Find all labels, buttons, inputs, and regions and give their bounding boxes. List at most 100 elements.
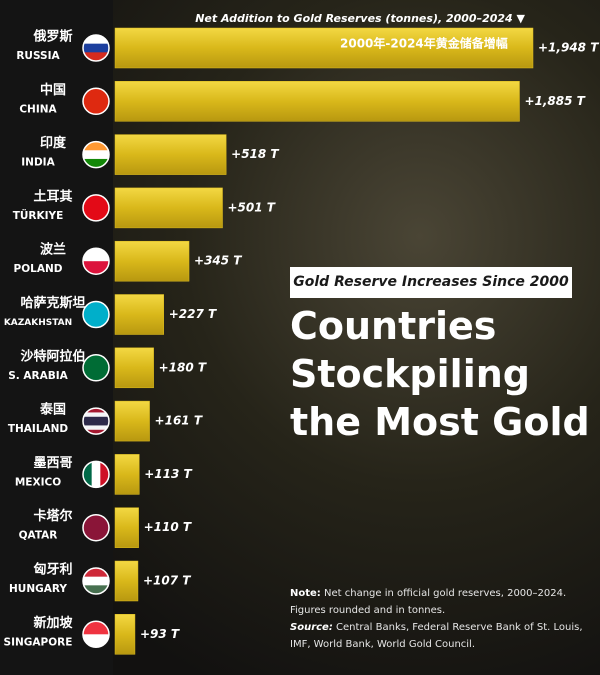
label-en: HUNGARY [9,583,67,595]
flag [82,620,110,649]
subtitle: Gold Reserve Increases Since 2000 [290,267,572,298]
flag-stripe [83,416,109,422]
label-en: RUSSIA [16,50,60,62]
value-label: +227 T [169,307,217,321]
flag-stripe [83,141,109,151]
source-label: Source: [290,622,333,633]
label-zh: 中国 [40,82,66,98]
label-zh: 墨西哥 [33,455,72,471]
flag [82,513,110,542]
bar [114,560,139,602]
flag-stripe [83,429,109,435]
flag-stripe [83,408,109,413]
flag [82,140,110,169]
bar [114,240,190,282]
title: Countries Stockpiling the Most Gold [290,304,590,444]
bar [114,454,140,495]
flag-border [82,140,110,169]
flag-stripe [83,248,109,262]
label-zh: 泰国 [39,402,66,418]
value-label: +161 T [155,414,203,428]
label-en: THAILAND [8,423,69,435]
value-label: +1,885 T [524,94,585,108]
label-en: QATAR [19,530,58,542]
flag [82,567,110,595]
flag-stripe [83,412,109,418]
value-label: +1,948 T [538,41,599,55]
label-zh: 沙特阿拉伯 [20,348,85,364]
flag-border [82,87,110,116]
flag-stripe [100,461,109,488]
axis-label: Net Addition to Gold Reserves (tonnes), … [195,12,525,25]
flag [82,87,110,116]
flag-stripe [83,621,109,635]
note-text: Net change in official gold reserves, 20… [290,588,567,616]
note: Note: Net change in official gold reserv… [290,585,590,653]
value-label: +93 T [140,627,180,641]
flag-border [82,194,110,222]
label-en: S. ARABIA [8,370,68,382]
flag-stripe [83,421,109,426]
flag-stripe [83,634,109,648]
value-label: +107 T [143,574,191,588]
flag-stripe [83,35,109,45]
flag-stripe [83,425,109,431]
annotation: 2000年-2024年黄金储备增幅 [340,36,508,51]
bar [114,347,154,389]
flag-stripe [83,158,109,168]
label-en: INDIA [21,157,55,169]
note-label: Note: [290,588,321,599]
bar [114,400,150,442]
label-zh: 卡塔尔 [33,508,72,524]
value-label: +345 T [194,254,242,268]
label-zh: 哈萨克斯坦 [20,295,85,311]
flag-stripe [83,261,109,275]
bar [114,614,136,655]
flag-stripe [83,568,109,578]
bar [114,187,223,229]
flag-stripe [83,43,109,53]
bar [114,134,227,175]
bar [114,294,164,335]
flag [82,460,110,489]
value-label: +180 T [159,360,207,374]
flag-border [82,300,110,329]
label-zh: 俄罗斯 [32,29,72,45]
flag [82,194,110,222]
flag-stripe [83,576,109,586]
label-zh: 印度 [40,135,67,151]
flag-stripe [83,150,109,160]
flag [82,247,110,275]
flag [82,407,110,435]
flag [82,300,110,329]
flag [82,34,110,62]
value-label: +518 T [231,147,279,161]
flag-border [82,460,110,489]
label-zh: 匈牙利 [33,562,72,578]
label-en: TÜRKIYE [13,208,64,222]
label-en: POLAND [14,263,63,275]
flag-stripe [83,52,109,61]
label-en: CHINA [19,103,57,115]
value-label: +113 T [144,467,192,481]
value-label: +110 T [144,520,192,534]
flag-border [82,247,110,275]
bar [114,507,139,548]
flag-border [82,354,110,382]
bar [114,81,520,122]
label-zh: 新加坡 [33,615,73,631]
flag [82,354,110,382]
value-label: +501 T [228,200,276,214]
label-zh: 土耳其 [33,188,72,204]
flag-border [82,620,110,649]
label-en: MEXICO [15,476,61,488]
source-text: Central Banks, Federal Reserve Bank of S… [290,622,583,650]
flag-border [82,34,110,62]
label-zh: 波兰 [40,242,66,258]
flag-border [82,567,110,595]
flag-border [82,513,110,542]
flag-stripe [91,461,101,488]
flag-stripe [83,585,109,594]
